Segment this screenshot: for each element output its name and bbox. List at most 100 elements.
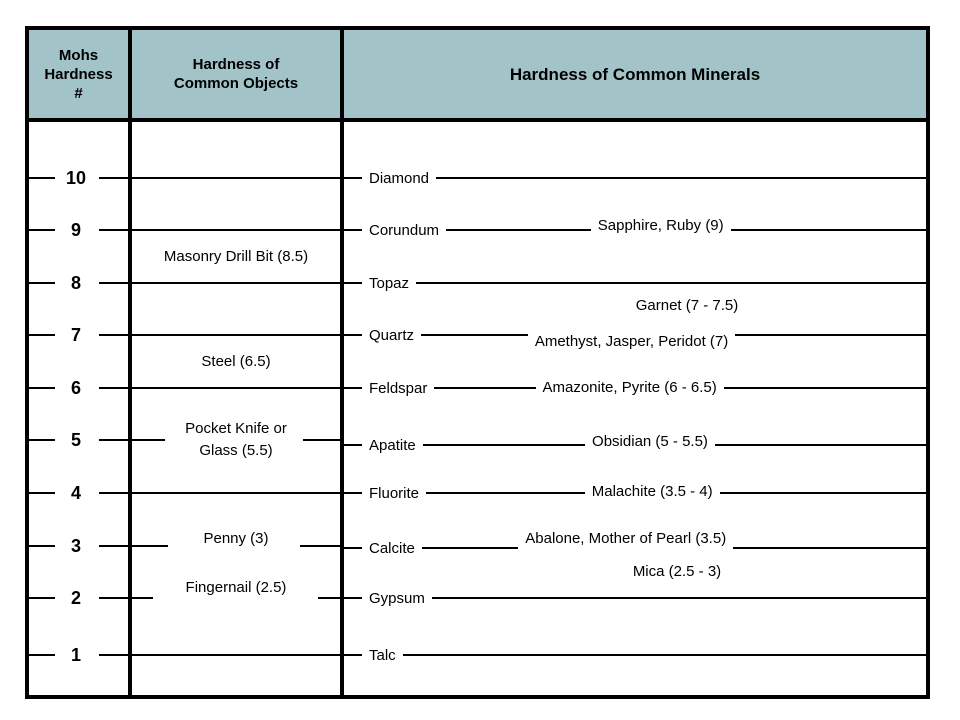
line-segment — [344, 597, 362, 599]
line-segment — [436, 177, 926, 179]
line-segment — [714, 444, 926, 446]
hardness-tick — [29, 387, 55, 389]
scale-line — [99, 177, 344, 179]
line-segment — [344, 282, 362, 284]
mineral-name: Fluorite — [369, 484, 420, 502]
hardness-number: 5 — [70, 430, 81, 450]
line-segment — [344, 387, 362, 389]
hardness-number: 4 — [70, 483, 81, 503]
hardness-tick — [29, 282, 55, 284]
hardness-number: 3 — [70, 536, 81, 556]
mineral-row: Feldspar Amazonite, Pyrite (6 - 6.5) — [344, 376, 926, 400]
object-label: Fingernail (2.5) — [185, 579, 287, 596]
hardness-number: 8 — [70, 273, 81, 293]
hardness-tick — [29, 492, 55, 494]
scale-line — [99, 334, 344, 336]
mineral-name: Topaz — [369, 274, 410, 292]
hardness-number: 2 — [70, 588, 81, 608]
line-segment — [421, 334, 528, 336]
object-label: Penny (3) — [203, 530, 269, 547]
line-segment — [434, 387, 536, 389]
hardness-tick — [29, 229, 55, 231]
mohs-table: Mohs Hardness # Hardness of Common Objec… — [25, 26, 930, 699]
floating-mineral-label: Mica (2.5 - 3) — [632, 563, 722, 580]
mineral-name: Apatite — [369, 436, 416, 454]
scale-line — [303, 439, 344, 441]
line-segment — [421, 547, 519, 549]
scale-line — [318, 597, 344, 599]
line-segment — [446, 229, 591, 231]
mineral-row: Apatite Obsidian (5 - 5.5) — [344, 433, 926, 457]
line-segment — [344, 229, 362, 231]
gem-examples-label: Amethyst, Jasper, Peridot (7) — [534, 332, 729, 350]
mineral-row: Fluorite Malachite (3.5 - 4) — [344, 481, 926, 505]
gem-examples-label: Amazonite, Pyrite (6 - 6.5) — [542, 378, 717, 396]
gem-examples-label: Malachite (3.5 - 4) — [591, 482, 713, 500]
mineral-name: Quartz — [369, 326, 415, 344]
column-divider-1 — [128, 30, 132, 695]
header-cell-hardness-number: Mohs Hardness # — [44, 46, 113, 102]
line-segment — [730, 229, 926, 231]
floating-mineral-label: Garnet (7 - 7.5) — [635, 297, 739, 314]
scale-line — [99, 387, 344, 389]
mineral-name: Corundum — [369, 221, 440, 239]
line-segment — [735, 334, 926, 336]
scale-line — [99, 229, 344, 231]
hardness-tick — [29, 654, 55, 656]
mineral-row: Quartz Amethyst, Jasper, Peridot (7) — [344, 323, 926, 350]
line-segment — [723, 387, 926, 389]
mineral-name: Gypsum — [369, 589, 425, 607]
mineral-row: Diamond — [344, 166, 926, 190]
header-cell-common-minerals: Hardness of Common Minerals — [509, 64, 761, 84]
mineral-row: Calcite Abalone, Mother of Pearl (3.5) — [344, 530, 926, 560]
line-segment — [426, 492, 585, 494]
object-label: Pocket Knife or Glass (5.5) — [185, 420, 287, 459]
column-divider-2 — [340, 30, 344, 695]
gem-examples-label: Sapphire, Ruby (9) — [597, 216, 724, 234]
hardness-number: 7 — [70, 325, 81, 345]
hardness-number: 6 — [70, 378, 81, 398]
hardness-tick — [29, 545, 55, 547]
line-segment — [344, 492, 362, 494]
hardness-tick — [29, 439, 55, 441]
scale-line — [99, 545, 168, 547]
scale-line — [99, 597, 153, 599]
mineral-name: Talc — [369, 646, 396, 664]
hardness-number: 9 — [70, 220, 81, 240]
scale-line — [99, 492, 344, 494]
mineral-name: Diamond — [369, 169, 430, 187]
object-label: Steel (6.5) — [201, 353, 271, 370]
hardness-tick — [29, 597, 55, 599]
line-segment — [344, 177, 362, 179]
scale-line — [99, 439, 165, 441]
mineral-row: Corundum Sapphire, Ruby (9) — [344, 216, 926, 242]
line-segment — [431, 597, 926, 599]
line-segment — [344, 654, 362, 656]
mineral-row: Topaz — [344, 271, 926, 295]
line-segment — [416, 282, 926, 284]
scale-line — [99, 282, 344, 284]
mineral-name: Feldspar — [369, 379, 428, 397]
table-header: Mohs Hardness # Hardness of Common Objec… — [29, 30, 926, 122]
object-label: Masonry Drill Bit (8.5) — [163, 248, 309, 265]
line-segment — [733, 547, 926, 549]
line-segment — [344, 444, 362, 446]
line-segment — [719, 492, 926, 494]
hardness-tick — [29, 177, 55, 179]
hardness-number: 10 — [65, 168, 87, 188]
line-segment — [344, 334, 362, 336]
mineral-row: Talc — [344, 643, 926, 667]
line-segment — [344, 547, 362, 549]
gem-examples-label: Obsidian (5 - 5.5) — [592, 432, 708, 450]
header-cell-common-objects: Hardness of Common Objects — [173, 56, 299, 92]
scale-line — [99, 654, 344, 656]
line-segment — [422, 444, 586, 446]
hardness-tick — [29, 334, 55, 336]
hardness-number: 1 — [70, 645, 81, 665]
line-segment — [402, 654, 926, 656]
mineral-name: Calcite — [369, 539, 415, 557]
scale-line — [300, 545, 344, 547]
gem-examples-label: Abalone, Mother of Pearl (3.5) — [525, 529, 727, 547]
mineral-row: Gypsum — [344, 586, 926, 610]
